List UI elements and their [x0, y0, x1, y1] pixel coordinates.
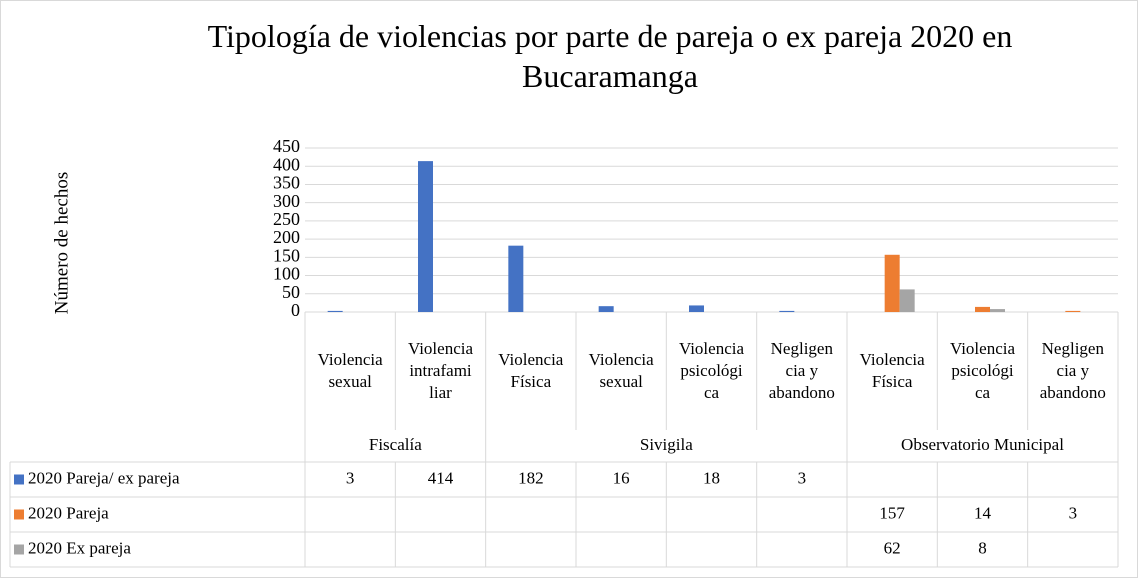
group-label: Observatorio Municipal [901, 435, 1064, 454]
bar [327, 310, 343, 312]
y-tick-label: 150 [273, 245, 300, 265]
x-tick-label: Violencia psicológica [949, 339, 1016, 402]
x-tick-label: Violencia intrafamiliar [407, 339, 474, 402]
y-tick-label: 100 [273, 264, 300, 284]
y-tick-label: 200 [273, 227, 300, 247]
table-value: 16 [613, 468, 630, 487]
x-tick-label: Negligencia y abandono [768, 339, 835, 402]
table-value: 414 [428, 468, 454, 487]
x-tick-label: Violencia sexual [317, 350, 383, 391]
legend-label: 2020 Pareja/ ex pareja [28, 468, 180, 487]
bar [884, 254, 900, 312]
y-tick-label: 50 [282, 282, 300, 302]
x-tick-label: Violencia Física [498, 350, 564, 391]
table-value: 3 [1069, 503, 1078, 522]
bar [990, 309, 1005, 312]
x-tick-label: Violencia sexual [588, 350, 654, 391]
y-tick-label: 450 [273, 136, 300, 156]
bar [689, 305, 704, 312]
bar [508, 245, 524, 312]
legend-key [14, 474, 24, 485]
table-value: 182 [518, 468, 544, 487]
group-label: Sivigila [640, 435, 693, 454]
group-label: Fiscalía [369, 435, 422, 454]
bar [899, 289, 915, 312]
chart-title: Tipología de violencias por parte de par… [207, 18, 1013, 94]
x-tick-label: Violencia psicológica [678, 339, 745, 402]
bar [1065, 310, 1081, 312]
table-value: 18 [703, 468, 720, 487]
table-value: 62 [884, 538, 901, 557]
table-value: 14 [974, 503, 992, 522]
bar [598, 306, 614, 312]
x-tick-label: Negligencia y abandono [1039, 339, 1106, 402]
x-tick-label: Violencia Física [859, 350, 925, 391]
table-value: 8 [978, 538, 987, 557]
legend-key [14, 509, 24, 520]
y-tick-label: 300 [273, 191, 300, 211]
y-tick-label: 350 [273, 173, 300, 193]
bar [418, 161, 433, 312]
y-tick-label: 0 [291, 300, 300, 320]
legend-label: 2020 Ex pareja [28, 538, 131, 557]
y-tick-label: 400 [273, 154, 300, 174]
table-value: 3 [798, 468, 807, 487]
y-axis-label: Número de hechos [51, 172, 72, 314]
legend-label: 2020 Pareja [28, 503, 109, 522]
table-value: 157 [879, 503, 905, 522]
table-value: 3 [346, 468, 355, 487]
bar [779, 310, 795, 312]
bar [975, 306, 990, 312]
y-tick-label: 250 [273, 209, 300, 229]
legend-key [14, 544, 24, 555]
